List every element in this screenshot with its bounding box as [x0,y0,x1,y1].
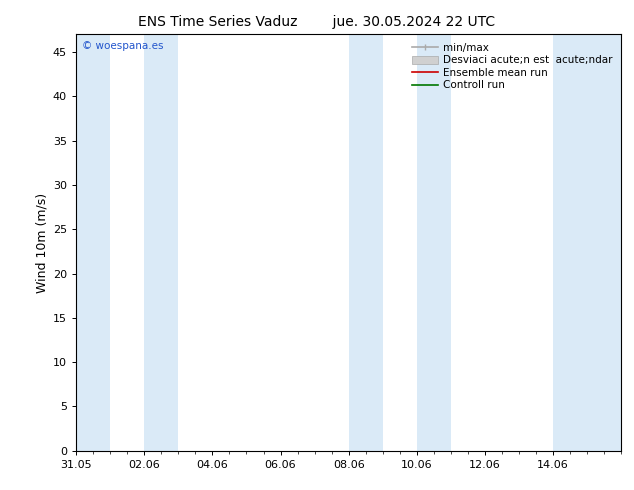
Bar [144,34,178,451]
Legend: min/max, Desviaci acute;n est  acute;ndar, Ensemble mean run, Controll run: min/max, Desviaci acute;n est acute;ndar… [409,40,616,94]
Bar [553,34,621,451]
Text: ENS Time Series Vaduz        jue. 30.05.2024 22 UTC: ENS Time Series Vaduz jue. 30.05.2024 22… [138,15,496,29]
Text: © woespana.es: © woespana.es [82,41,163,50]
Bar [417,34,451,451]
Bar [76,34,110,451]
Y-axis label: Wind 10m (m/s): Wind 10m (m/s) [36,193,49,293]
Bar [349,34,383,451]
